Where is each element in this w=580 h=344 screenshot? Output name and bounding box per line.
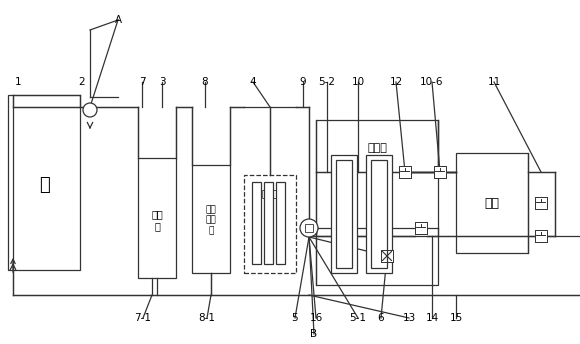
Bar [371, 160, 387, 268]
Text: 14: 14 [425, 313, 438, 323]
Text: 4: 4 [249, 77, 256, 87]
Text: 16: 16 [309, 313, 322, 323]
Text: 5-2: 5-2 [318, 77, 335, 87]
Bar [316, 120, 438, 285]
Text: 5-1: 5-1 [350, 313, 367, 323]
Bar [244, 175, 296, 273]
Text: 8-1: 8-1 [198, 313, 216, 323]
Bar [371, 160, 387, 268]
Bar [366, 155, 392, 273]
Circle shape [83, 103, 97, 117]
Bar [415, 222, 427, 234]
Text: 过滤器: 过滤器 [261, 188, 279, 198]
Text: 13: 13 [403, 313, 416, 323]
Text: 换热器: 换热器 [367, 143, 387, 153]
Text: 6: 6 [378, 313, 385, 323]
Text: 9: 9 [300, 77, 306, 87]
Bar [535, 230, 547, 242]
Bar [336, 160, 352, 268]
Bar [138, 158, 176, 278]
Text: 8: 8 [202, 77, 208, 87]
Text: 2: 2 [79, 77, 85, 87]
Bar [535, 197, 547, 209]
Bar [276, 182, 285, 264]
Bar [535, 230, 547, 242]
Bar [415, 222, 427, 234]
Bar [399, 166, 411, 178]
Bar [535, 197, 547, 209]
Bar [456, 153, 528, 253]
Text: 炉: 炉 [39, 176, 49, 194]
Bar [535, 197, 547, 209]
Bar [331, 155, 357, 273]
Bar [192, 165, 230, 273]
Text: 11: 11 [487, 77, 501, 87]
Bar [336, 160, 352, 268]
Bar [305, 224, 313, 232]
Text: 汽水
分离
器: 汽水 分离 器 [206, 205, 216, 235]
Text: 15: 15 [450, 313, 463, 323]
Bar [252, 182, 261, 264]
Bar [264, 182, 273, 264]
Text: 水箱: 水箱 [484, 196, 499, 209]
Bar [535, 230, 547, 242]
Text: 1: 1 [14, 77, 21, 87]
Text: 5: 5 [292, 313, 298, 323]
Text: B: B [310, 329, 318, 339]
Text: 12: 12 [389, 77, 403, 87]
Text: 7-1: 7-1 [135, 313, 151, 323]
Text: 10: 10 [351, 77, 365, 87]
Bar [8, 95, 80, 270]
Bar [434, 166, 446, 178]
Text: A: A [114, 15, 122, 25]
Text: 10-6: 10-6 [420, 77, 444, 87]
Text: 喷淋
塔: 喷淋 塔 [151, 209, 163, 231]
Bar [434, 166, 446, 178]
Text: 3: 3 [159, 77, 165, 87]
Bar [381, 250, 393, 262]
Text: 7: 7 [139, 77, 146, 87]
Bar [399, 166, 411, 178]
Circle shape [300, 219, 318, 237]
Bar [381, 250, 393, 262]
